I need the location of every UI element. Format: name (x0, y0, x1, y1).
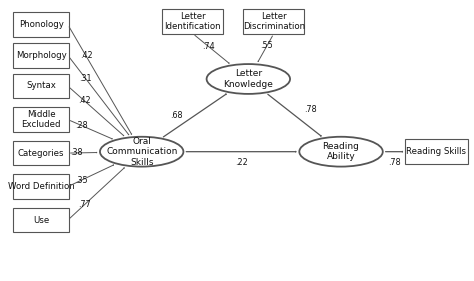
Text: Categories: Categories (18, 149, 64, 158)
FancyBboxPatch shape (162, 9, 223, 34)
Text: Oral
Communication
Skills: Oral Communication Skills (106, 137, 177, 167)
FancyBboxPatch shape (13, 174, 69, 199)
Text: Letter
Identification: Letter Identification (164, 12, 221, 31)
FancyBboxPatch shape (13, 141, 69, 166)
FancyBboxPatch shape (13, 43, 69, 67)
Text: .68: .68 (170, 111, 182, 120)
Text: .78: .78 (305, 105, 317, 114)
Text: Reading
Ability: Reading Ability (323, 142, 359, 161)
FancyBboxPatch shape (13, 12, 69, 37)
Text: .31: .31 (79, 74, 91, 83)
Text: Letter
Discrimination: Letter Discrimination (243, 12, 305, 31)
Text: .42: .42 (80, 51, 92, 60)
Text: .77: .77 (78, 200, 91, 209)
Text: .42: .42 (78, 96, 91, 105)
Ellipse shape (100, 137, 183, 167)
Text: Use: Use (33, 216, 49, 225)
FancyBboxPatch shape (244, 9, 304, 34)
Text: Phonology: Phonology (18, 20, 64, 29)
Text: Word Definition: Word Definition (8, 182, 74, 191)
FancyBboxPatch shape (13, 74, 69, 98)
Text: Middle
Excluded: Middle Excluded (21, 110, 61, 129)
Text: .38: .38 (71, 148, 83, 157)
Text: .74: .74 (202, 42, 215, 51)
Ellipse shape (299, 137, 383, 167)
Text: .22: .22 (235, 158, 248, 167)
Text: Letter
Knowledge: Letter Knowledge (223, 69, 273, 89)
FancyBboxPatch shape (405, 139, 468, 164)
Text: Morphology: Morphology (16, 51, 66, 60)
FancyBboxPatch shape (13, 107, 69, 132)
Text: Syntax: Syntax (26, 81, 56, 90)
Text: .35: .35 (75, 176, 88, 185)
Text: Reading Skills: Reading Skills (406, 147, 466, 156)
Text: .55: .55 (261, 41, 273, 50)
Text: .28: .28 (75, 121, 87, 130)
FancyBboxPatch shape (13, 208, 69, 232)
Text: .78: .78 (388, 158, 401, 167)
Ellipse shape (207, 64, 290, 94)
